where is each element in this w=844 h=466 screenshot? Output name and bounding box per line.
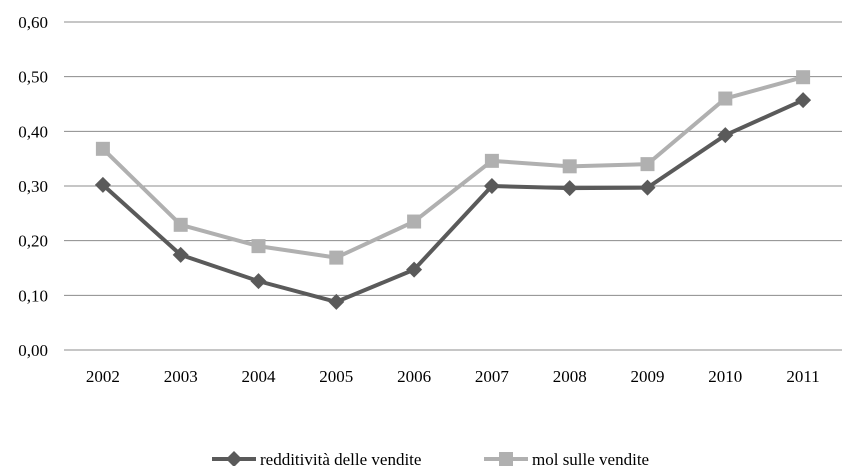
legend-label: redditività delle vendite [260,450,421,466]
data-point-square [640,157,655,172]
data-point-square [173,217,188,232]
x-tick-label: 2009 [631,367,665,386]
data-point-diamond [483,178,500,194]
data-point-square [95,141,110,156]
legend-label: mol sulle vendite [532,450,649,466]
series-line [101,98,804,304]
y-tick-label: 0,20 [18,232,48,251]
legend-item-2: mol sulle vendite [484,450,649,466]
y-tick-label: 0,60 [18,13,48,32]
data-point-square [484,153,499,168]
data-point-square [562,159,577,174]
x-tick-label: 2006 [397,367,431,386]
x-tick-label: 2007 [475,367,510,386]
data-point-diamond [250,273,267,290]
y-tick-label: 0,40 [18,122,48,141]
y-tick-label: 0,30 [18,177,48,196]
data-point-square [796,70,811,85]
y-axis-tick-labels: 0,00 0,10 0,20 0,30 0,40 0,50 0,60 [18,13,48,360]
y-tick-label: 0,00 [18,341,48,360]
data-point-diamond [172,246,189,263]
x-tick-label: 2011 [786,367,819,386]
x-tick-label: 2004 [242,367,277,386]
data-point-square [407,214,422,229]
x-axis-tick-labels: 2002 2003 2004 2005 2006 2007 2008 2009 2010 2011 [86,367,820,386]
legend-marker-diamond [226,451,242,466]
series-1 [94,92,812,310]
x-tick-label: 2005 [319,367,353,386]
data-point-square [251,239,266,254]
series-2 [95,70,811,265]
y-tick-label: 0,10 [18,286,48,305]
legend-marker-square [499,452,513,466]
legend: redditività delle vendite mol sulle vendi… [212,450,649,466]
gridlines [64,21,842,351]
x-tick-label: 2002 [86,367,120,386]
x-tick-label: 2010 [708,367,742,386]
data-point-diamond [639,179,656,196]
series-layer [94,70,812,310]
data-point-square [329,250,344,265]
data-point-diamond [406,261,423,278]
y-tick-label: 0,50 [18,68,48,87]
data-point-square [718,91,733,106]
x-tick-label: 2003 [164,367,198,386]
series-line [101,75,804,260]
data-point-diamond [328,293,345,310]
data-point-diamond [717,127,734,144]
legend-item-1: redditività delle vendite [212,450,421,466]
data-point-diamond [795,92,812,109]
data-point-diamond [561,180,578,197]
x-tick-label: 2008 [553,367,587,386]
data-point-diamond [94,176,111,193]
